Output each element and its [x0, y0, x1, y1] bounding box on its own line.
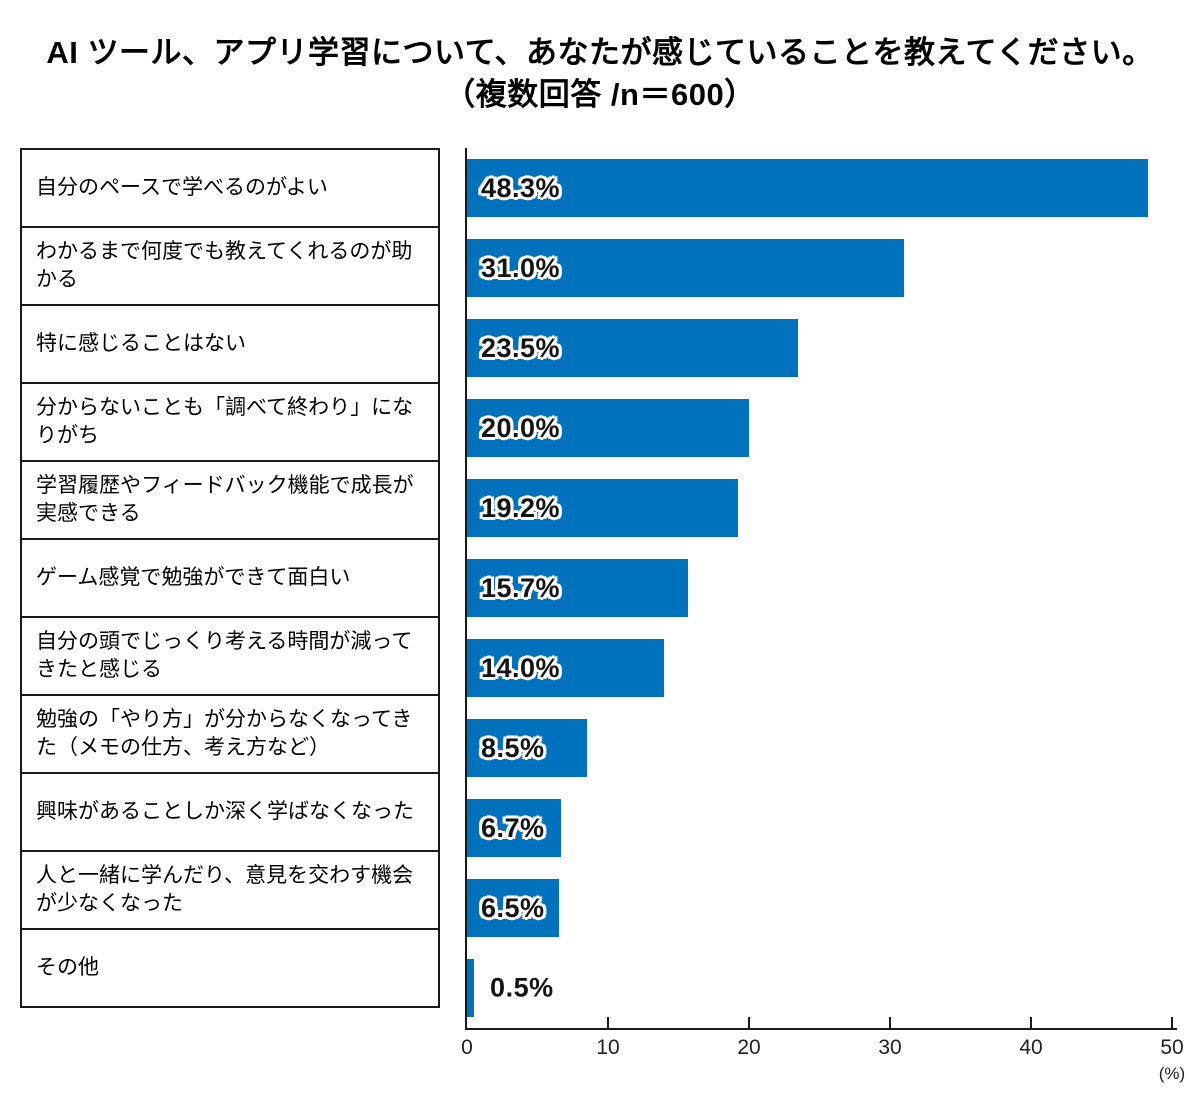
bar-value-label: 8.5%: [481, 732, 545, 763]
bar-value-label: 23.5%: [481, 332, 561, 363]
bar-value-label: 6.7%: [481, 812, 545, 843]
category-label-text: 興味があることしか深く学ばなくなった: [36, 800, 414, 823]
bar-row: 6.7%: [467, 788, 1172, 868]
category-label-text: 学習履歴やフィードバック機能で成長が実感できる: [36, 474, 414, 525]
bar-row: 48.3%: [467, 148, 1172, 228]
bar-value-label: 0.5%: [490, 972, 554, 1003]
category-label-cell: 人と一緒に学んだり、意見を交わす機会が少なくなった: [22, 852, 438, 930]
x-tick-label: 10: [596, 1036, 620, 1059]
category-label-text: 人と一緒に学んだり、意見を交わす機会が少なくなった: [36, 864, 414, 915]
chart-title-line2: （複数回答 /n＝600）: [444, 77, 756, 112]
category-label-cell: 特に感じることはない: [22, 306, 438, 384]
x-axis-unit-label: (%): [1158, 1064, 1186, 1083]
bar-row: 14.0%: [467, 628, 1172, 708]
x-axis-tick: [889, 1017, 891, 1028]
category-label-text: 分からないことも「調べて終わり」になりがち: [36, 396, 414, 447]
category-label-cell: 勉強の「やり方」が分からなくなってきた（メモの仕方、考え方など）: [22, 696, 438, 774]
category-table: 自分のペースで学べるのがよいわかるまで何度でも教えてくれるのが助かる特に感じるこ…: [20, 148, 440, 1008]
category-label-text: ゲーム感覚で勉強ができて面白い: [36, 566, 351, 589]
bar-row: 0.5%: [467, 948, 1172, 1028]
category-label-cell: その他: [22, 930, 438, 1008]
bar-value-label: 14.0%: [481, 652, 561, 683]
bar: 6.7%: [467, 799, 562, 857]
plot-area: (%) 48.3% 31.0% 23.5% 20.0% 19.2% 15.7% 14.0% 8…: [461, 148, 1185, 1083]
bar: 23.5%: [467, 319, 799, 377]
x-tick-label: 40: [1019, 1036, 1043, 1059]
chart-title: AI ツール、アプリ学習について、あなたが感じていることを教えてください。 （複…: [0, 32, 1200, 116]
category-label-text: その他: [36, 956, 99, 979]
bar: 15.7%: [467, 559, 689, 617]
bar-row: 23.5%: [467, 308, 1172, 388]
x-tick-label: 20: [737, 1036, 761, 1059]
x-tick-label: 30: [878, 1036, 902, 1059]
bar-row: 8.5%: [467, 708, 1172, 788]
x-axis-tick: [1030, 1017, 1032, 1028]
x-axis-tick: [1171, 1017, 1173, 1028]
bar: 48.3%: [467, 159, 1149, 217]
bar-value-label: 48.3%: [481, 172, 561, 203]
bar: 19.2%: [467, 479, 738, 537]
category-label-cell: わかるまで何度でも教えてくれるのが助かる: [22, 228, 438, 306]
bar-row: 6.5%: [467, 868, 1172, 948]
bar: 14.0%: [467, 639, 665, 697]
bar: 6.5%: [467, 879, 559, 937]
category-label-text: わかるまで何度でも教えてくれるのが助かる: [36, 240, 413, 291]
category-label-cell: 自分の頭でじっくり考える時間が減ってきたと感じる: [22, 618, 438, 696]
bar: 8.5%: [467, 719, 587, 777]
x-tick-label: 50: [1160, 1036, 1184, 1059]
y-axis-line: [465, 148, 467, 1030]
bar-row: 31.0%: [467, 228, 1172, 308]
bar-value-label: 20.0%: [481, 412, 561, 443]
bar: 0.5%: [467, 959, 553, 1017]
bar-value-label: 31.0%: [481, 252, 561, 283]
bar: 20.0%: [467, 399, 749, 457]
x-axis-tick: [748, 1017, 750, 1028]
category-label-cell: 自分のペースで学べるのがよい: [22, 150, 438, 228]
category-label-cell: ゲーム感覚で勉強ができて面白い: [22, 540, 438, 618]
bar-value-label: 6.5%: [481, 892, 545, 923]
bar-row: 20.0%: [467, 388, 1172, 468]
category-label-text: 自分の頭でじっくり考える時間が減ってきたと感じる: [36, 630, 413, 681]
chart-title-line1: AI ツール、アプリ学習について、あなたが感じていることを教えてください。: [46, 35, 1154, 70]
category-label-text: 特に感じることはない: [36, 332, 246, 355]
bar-value-label: 19.2%: [481, 492, 561, 523]
category-label-cell: 分からないことも「調べて終わり」になりがち: [22, 384, 438, 462]
x-tick-label: 0: [461, 1036, 473, 1059]
bar: 31.0%: [467, 239, 905, 297]
bar-value-label: 15.7%: [481, 572, 561, 603]
x-axis-line: [465, 1028, 1177, 1030]
bar-row: 15.7%: [467, 548, 1172, 628]
category-label-cell: 学習履歴やフィードバック機能で成長が実感できる: [22, 462, 438, 540]
category-label-text: 勉強の「やり方」が分からなくなってきた（メモの仕方、考え方など）: [36, 708, 413, 759]
bar-row: 19.2%: [467, 468, 1172, 548]
category-label-cell: 興味があることしか深く学ばなくなった: [22, 774, 438, 852]
x-axis-tick: [607, 1017, 609, 1028]
category-label-text: 自分のペースで学べるのがよい: [36, 176, 328, 199]
